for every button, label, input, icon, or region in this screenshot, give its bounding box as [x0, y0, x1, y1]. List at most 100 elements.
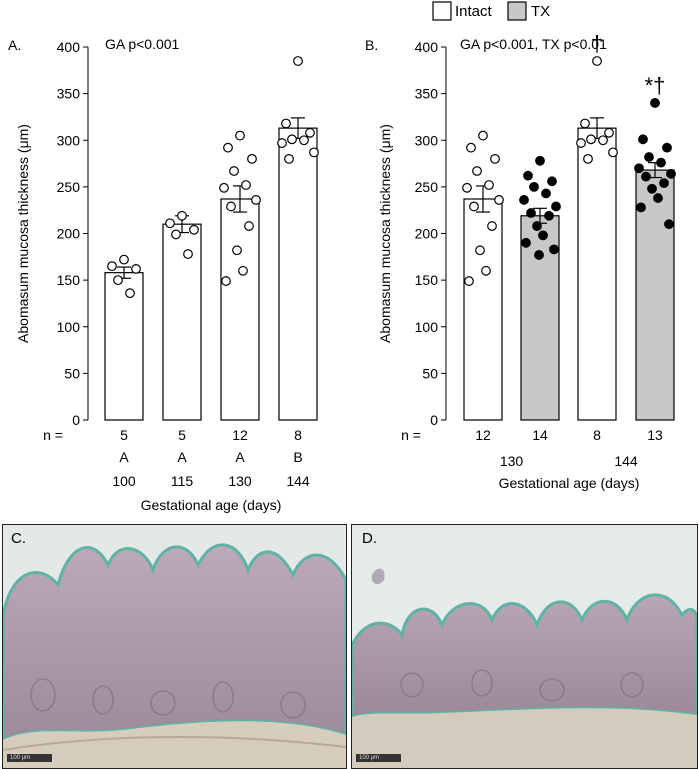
data-point	[583, 153, 593, 164]
data-point	[641, 171, 651, 182]
data-point	[462, 182, 472, 193]
data-point	[544, 210, 554, 221]
y-axis-label: Abomasum mucosa thickness (μm)	[377, 124, 393, 343]
data-point	[177, 210, 187, 221]
data-point	[219, 182, 229, 193]
bar-chart-figure: A. GA p<0.001050100150200250300350400Abom…	[8, 1, 676, 513]
y-tick-label: 250	[57, 179, 81, 195]
data-point	[576, 138, 586, 148]
data-point	[299, 135, 309, 146]
data-point	[636, 202, 646, 213]
data-point	[586, 134, 596, 145]
x-tick-label: 144	[286, 473, 310, 489]
bar	[463, 198, 503, 421]
data-point	[125, 288, 135, 299]
data-point	[235, 130, 245, 141]
data-point	[464, 276, 474, 286]
stats-annotation: GA p<0.001, TX p<0.01	[460, 36, 607, 52]
data-point	[490, 153, 500, 164]
bar	[162, 223, 202, 421]
data-point	[305, 127, 315, 138]
n-count: 13	[647, 427, 663, 443]
panel-b: B. GA p<0.001, TX p<0.01 0 50 100 150 200 250 30…	[365, 31, 676, 491]
data-point	[466, 142, 476, 153]
data-point	[551, 201, 561, 212]
data-point	[547, 176, 557, 187]
data-point	[494, 195, 504, 205]
data-point	[232, 245, 242, 256]
data-point	[592, 56, 602, 66]
data-point	[189, 224, 199, 235]
data-point	[131, 264, 141, 274]
y-tick-label: 400	[415, 39, 439, 55]
data-point	[541, 188, 551, 199]
y-axis-label: Abomasum mucosa thickness (μm)	[15, 124, 31, 343]
image-label-c: C.	[11, 530, 26, 547]
n-label: n =	[401, 427, 421, 443]
data-point	[293, 56, 303, 66]
panel-label: A.	[8, 37, 21, 53]
data-point	[598, 135, 608, 146]
data-point	[644, 152, 654, 162]
y-tick-label: 100	[415, 319, 439, 335]
legend-label-tx: TX	[531, 3, 550, 20]
stats-annotation: GA p<0.001	[105, 36, 180, 52]
bar	[577, 127, 617, 421]
data-point	[107, 261, 117, 272]
data-point	[653, 193, 663, 203]
histology-image-c: C. 100 μm	[2, 524, 347, 769]
group-letter: A	[235, 449, 245, 465]
data-point	[277, 138, 287, 148]
data-point	[647, 183, 657, 194]
x-axis-label: Gestational age (days)	[141, 497, 282, 513]
y-tick-label: 100	[57, 319, 81, 335]
data-point	[238, 265, 248, 276]
data-point	[247, 153, 257, 164]
n-count: 8	[294, 427, 302, 443]
significance-mark: *†	[645, 73, 666, 98]
scale-bar-c: 100 μm	[7, 754, 52, 762]
data-point	[664, 219, 674, 230]
data-point	[521, 237, 531, 248]
legend-label-intact: Intact	[455, 3, 493, 20]
n-count: 5	[178, 427, 186, 443]
data-point	[656, 157, 666, 168]
n-count: 12	[475, 427, 491, 443]
data-point	[165, 218, 175, 229]
data-point	[538, 230, 548, 241]
panel-label: B.	[365, 37, 378, 53]
data-point	[580, 118, 590, 129]
data-point	[469, 201, 479, 212]
data-point	[662, 142, 672, 153]
legend-swatch-tx	[507, 1, 527, 21]
y-tick-label: 0	[72, 412, 80, 428]
bar	[220, 198, 260, 421]
data-point	[484, 180, 494, 190]
group-letter: A	[177, 449, 187, 465]
y-tick-label: 350	[57, 86, 81, 102]
image-label-d: D.	[362, 530, 377, 547]
data-point	[481, 265, 491, 276]
data-point	[223, 142, 233, 153]
group-label: 144	[614, 453, 638, 469]
legend-swatch-intact	[432, 1, 452, 21]
y-tick-label: 300	[57, 132, 81, 148]
data-point	[659, 178, 669, 189]
data-point	[281, 118, 291, 129]
y-tick-label: 250	[415, 179, 439, 195]
y-tick-label: 400	[57, 39, 81, 55]
data-point	[666, 168, 676, 179]
n-count: 12	[232, 427, 248, 443]
histology-image-d: D. 100 μm	[351, 524, 698, 769]
data-point	[487, 221, 497, 231]
data-point	[634, 163, 644, 174]
data-point	[523, 170, 533, 181]
data-point	[229, 166, 239, 176]
y-tick-label: 200	[57, 226, 81, 242]
y-tick-label: 150	[57, 272, 81, 288]
n-count: 5	[120, 427, 128, 443]
data-point	[251, 195, 261, 205]
data-point	[309, 147, 319, 158]
data-point	[529, 181, 539, 192]
data-point	[534, 250, 544, 260]
